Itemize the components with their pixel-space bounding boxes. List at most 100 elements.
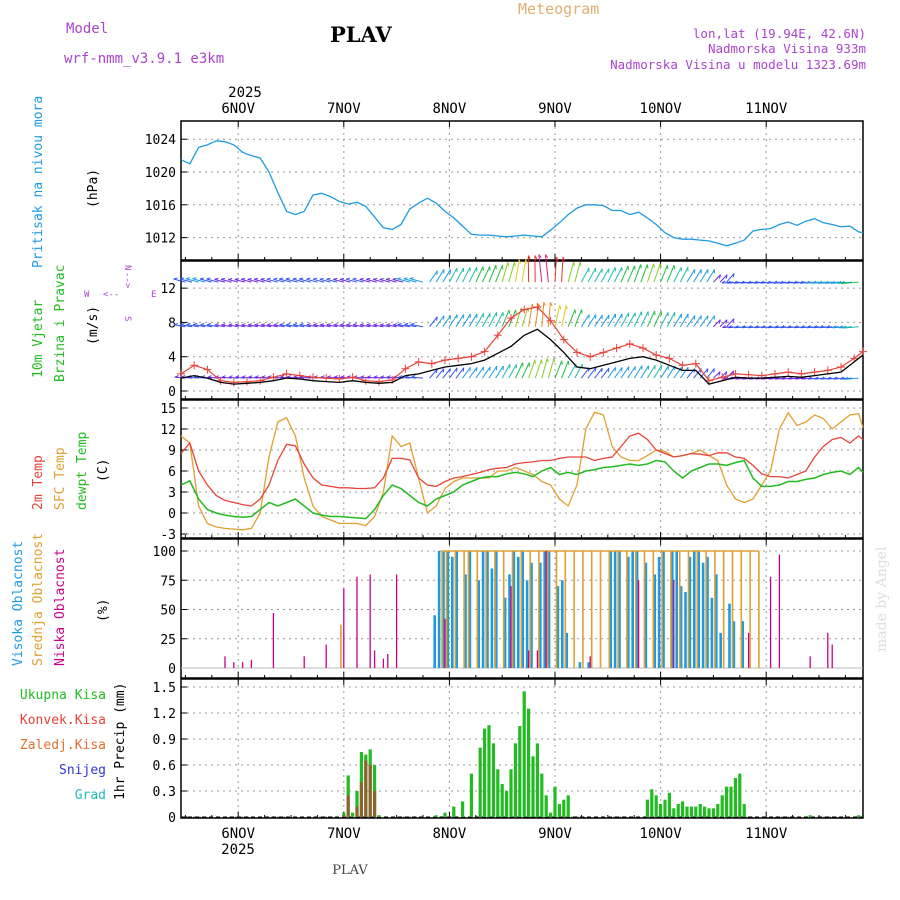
y-tick-label: -3 [160,528,176,543]
wind-arrow [397,324,410,328]
wind-arrow [554,305,561,327]
cloud-bar [749,550,759,668]
precip-total-bar [469,773,473,817]
precip-total-bar [716,804,720,817]
wind-arrow-head [806,325,811,329]
cloud-title-low: Niska Oblacnost [53,549,68,666]
wind-arrow [594,314,603,327]
wind-arrow-head [527,255,531,260]
wind-arrow [279,324,292,328]
temp-panel: -3 0 3 6 9 12 15 [160,399,864,543]
wind-arrow-head [760,280,765,284]
wind-arrow-head [241,323,246,326]
wind-arrow-head [579,261,582,266]
wind-arrow [333,278,344,283]
wind-arrow [241,324,252,328]
wind-gust-marker [586,352,595,361]
precip-total-bar [703,806,707,817]
precip-total-bar [531,756,535,817]
wind-arrow [800,326,813,329]
precip-conv-bar [368,765,372,817]
wind-arrow-head [718,274,721,279]
wind-arrow-head [640,264,642,269]
wind-arrow-head [747,280,751,284]
wind-arrow [386,324,397,328]
wind-arrow [706,315,715,328]
wind-arrow-head [741,325,746,329]
wind-arrow [686,315,696,328]
wind-arrow-head [837,280,842,284]
wind-arrow [398,376,410,379]
wind-arrow-head [235,375,240,378]
wind-gust-marker [859,347,867,356]
wind-gust-marker [467,352,476,361]
wind-gust-marker [625,339,634,348]
wind-arrow [679,313,689,327]
cloud-panel: 0 25 50 75 100 [153,538,864,679]
wind-arrow [660,311,669,327]
wind-arrow [455,267,464,283]
precip-total-bar [733,778,737,817]
cloud-bar [485,550,495,668]
wind-arrow [726,273,735,283]
wind-arrow [179,278,193,283]
wind-arrow [234,278,245,283]
wind-arrow-head [273,323,278,326]
wind-arrow-head [442,368,445,373]
wind-arrow [646,364,656,379]
wind-arrow [488,264,497,283]
wind-gust-marker [361,376,370,385]
wind-arrow [429,316,438,328]
wind-arrow [481,266,491,283]
precip-total-bar [487,725,491,817]
wind-arrow [501,309,510,327]
wind-gust-marker [454,354,463,363]
wind-arrow [747,281,760,284]
wind-gust-marker [520,305,529,314]
wind-arrow [273,278,285,283]
wind-arrow [801,377,813,380]
y-tick-label: 50 [160,604,176,619]
cloud-bar [670,550,680,668]
wind-arrow [405,376,417,379]
wind-arrow [727,281,740,284]
wind-arrow-head [320,375,325,378]
wind-arrow [475,366,484,379]
pressure-title: Pritisak na nivou mora [31,96,46,268]
wind-arrow [693,269,702,283]
wind-arrow [807,377,820,380]
wind-arrow [554,360,563,379]
wind-arrow [366,278,377,283]
pressure-panel: 1012 1016 1020 1024 [145,120,864,261]
wind-arrow-head [594,367,597,372]
bottom-day-label: 9NOV [538,826,572,842]
wind-arrow-head [346,375,351,378]
wind-arrow-head [366,375,371,378]
wind-arrow [775,377,787,380]
wind-arrow-head [718,371,721,376]
wind-arrow-head [727,325,732,329]
precip-total-bar [681,801,685,817]
wind-arrow-head [385,277,391,280]
wind-arrow [352,278,364,283]
wind-arrow-head [646,264,649,269]
wind-arrow-head [559,305,562,310]
precip-conv-bar [355,806,359,817]
wind-arrow [794,377,806,380]
wind-arrow [740,281,754,284]
y-tick-label: 0.3 [153,785,176,800]
wind-arrow [580,367,590,379]
wind-arrow-head [228,375,233,378]
model-name: wrf-nmm_v3.9.1 e3km [64,51,224,67]
wind-arrow [773,281,787,284]
wind-gust-marker [177,369,185,378]
wind-gust-marker [427,359,436,368]
compass-e: E [151,290,156,300]
wind-arrow [600,367,610,379]
cloud-bar [687,550,698,668]
wind-gust-marker [243,377,251,386]
wind-arrow [345,278,358,283]
wind-arrow [780,326,793,329]
wind-arrow [833,377,846,380]
precip-total-bar [557,804,561,817]
